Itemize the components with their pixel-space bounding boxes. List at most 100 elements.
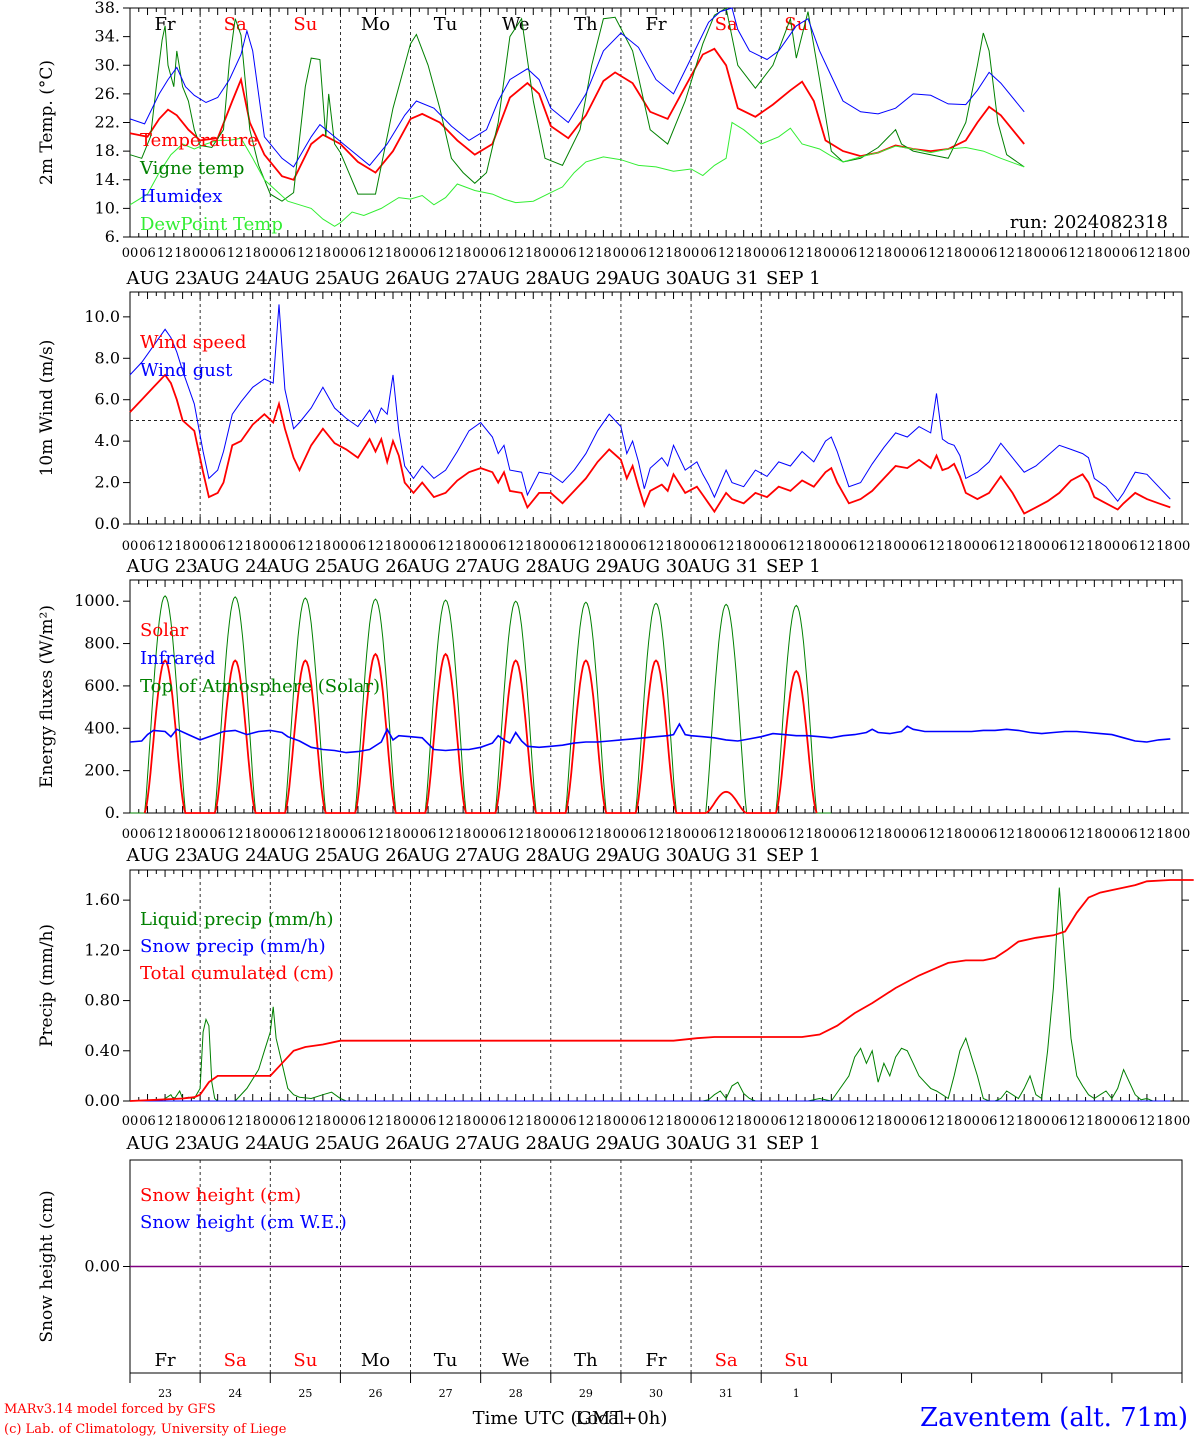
day-number-label: 1 [793, 1387, 800, 1400]
series-temperature [129, 47, 1025, 181]
x-tick-label: 06 [139, 539, 156, 554]
y-tick-label: 6.0 [95, 390, 120, 409]
x-tick-label: 12 [928, 539, 945, 554]
day-number-label: 26 [368, 1387, 382, 1400]
x-tick-label: 00 [192, 539, 209, 554]
x-tick-label: 00 [1104, 1114, 1121, 1129]
x-tick-label: 18 [385, 246, 402, 261]
x-tick-label: 12 [998, 827, 1015, 842]
legend-entry: Humidex [140, 186, 222, 207]
day-number-label: 27 [439, 1387, 453, 1400]
x-tick-label: 12 [718, 1114, 735, 1129]
legend-entry: Snow height (cm W.E.) [140, 1212, 347, 1233]
x-tick-label: 06 [1121, 539, 1138, 554]
x-tick-label: 18 [315, 246, 332, 261]
x-tick-label: 06 [139, 246, 156, 261]
x-tick-label: 12 [998, 539, 1015, 554]
x-date-label: AUG 26 [336, 1133, 408, 1154]
legend-entry: Total cumulated (cm) [140, 963, 334, 984]
x-tick-label: 18 [595, 1114, 612, 1129]
x-tick-label: 06 [560, 539, 577, 554]
x-tick-label: 06 [1051, 827, 1068, 842]
x-tick-label: 18 [525, 539, 542, 554]
x-tick-label: 06 [981, 246, 998, 261]
y-tick-label: 0.40 [84, 1041, 120, 1060]
x-date-label: AUG 26 [336, 268, 408, 289]
weekday-label: Sa [715, 14, 738, 35]
x-tick-label: 18 [455, 827, 472, 842]
x-tick-label: 18 [595, 246, 612, 261]
x-tick-label: 06 [630, 539, 647, 554]
x-tick-label: 12 [1069, 1114, 1086, 1129]
x-tick-label: 00 [402, 246, 419, 261]
x-tick-label: 00 [1033, 539, 1050, 554]
x-tick-label: 18 [1016, 1114, 1033, 1129]
x-date-label: AUG 31 [687, 1133, 759, 1154]
x-tick-label: 12 [1069, 246, 1086, 261]
legend-entry: DewPoint Temp [140, 214, 283, 235]
x-date-label: AUG 23 [126, 845, 198, 866]
x-tick-label: 06 [911, 539, 928, 554]
x-tick-label: 00 [1104, 539, 1121, 554]
x-tick-label: 06 [981, 827, 998, 842]
x-tick-label: 12 [157, 539, 174, 554]
x-tick-label: 00 [472, 1114, 489, 1129]
x-tick-label: 18 [174, 1114, 191, 1129]
series-solar [143, 652, 818, 814]
y-axis-label: Precip (mm/h) [37, 924, 57, 1047]
x-tick-label: 00 [262, 539, 279, 554]
y-tick-label: 2.0 [95, 473, 120, 492]
x-tick-label: 12 [157, 1114, 174, 1129]
x-tick-label: 12 [227, 1114, 244, 1129]
day-number-label: 23 [158, 1387, 172, 1400]
x-tick-label: 18 [876, 246, 893, 261]
x-tick-label: 06 [350, 827, 367, 842]
x-tick-label: 12 [227, 827, 244, 842]
x-tick-label: 06 [841, 1114, 858, 1129]
x-tick-label: 18 [876, 1114, 893, 1129]
y-tick-label: 1000. [74, 591, 120, 610]
legend-entry: Liquid precip (mm/h) [140, 909, 334, 930]
x-tick-label: 18 [525, 827, 542, 842]
x-tick-label: 18 [595, 827, 612, 842]
run-label: run: 2024082318 [1010, 212, 1168, 233]
x-tick-label: 00 [963, 246, 980, 261]
x-tick-label: 00 [122, 827, 139, 842]
x-tick-label: 18 [595, 539, 612, 554]
x-tick-label: 12 [858, 539, 875, 554]
x-tick-label: 12 [297, 827, 314, 842]
x-tick-label: 00 [472, 827, 489, 842]
y-tick-label: 6. [105, 227, 120, 246]
x-tick-label: 00 [543, 539, 560, 554]
x-tick-label: 18 [455, 539, 472, 554]
x-tick-label: 00 [1033, 827, 1050, 842]
x-tick-label: 18 [946, 539, 963, 554]
x-tick-label: 06 [841, 246, 858, 261]
x-tick-label: 00 [122, 1114, 139, 1129]
x-date-label: AUG 29 [546, 268, 618, 289]
x-tick-label: 12 [437, 539, 454, 554]
x-tick-label: 06 [1051, 246, 1068, 261]
x-tick-label: 00 [753, 539, 770, 554]
x-tick-label: 12 [648, 827, 665, 842]
y-tick-label: 1.20 [84, 940, 120, 959]
x-tick-label: 00 [683, 1114, 700, 1129]
x-date-label: AUG 28 [476, 556, 548, 577]
x-tick-label: 12 [507, 539, 524, 554]
x-tick-label: 18 [525, 1114, 542, 1129]
x-tick-label: 06 [630, 827, 647, 842]
x-tick-label: 18 [876, 539, 893, 554]
y-tick-label: 8.0 [95, 348, 120, 367]
x-tick-label: 12 [788, 1114, 805, 1129]
plot-frame [129, 7, 1183, 238]
x-tick-label: 00 [192, 1114, 209, 1129]
y-tick-label: 0. [105, 803, 120, 822]
x-tick-label: 06 [981, 1114, 998, 1129]
x-tick-label: 06 [350, 539, 367, 554]
x-tick-label: 18 [1156, 1114, 1173, 1129]
x-tick-label: 00 [893, 246, 910, 261]
x-date-label: AUG 30 [616, 845, 688, 866]
x-date-label: AUG 26 [336, 556, 408, 577]
x-tick-label: 06 [770, 827, 787, 842]
